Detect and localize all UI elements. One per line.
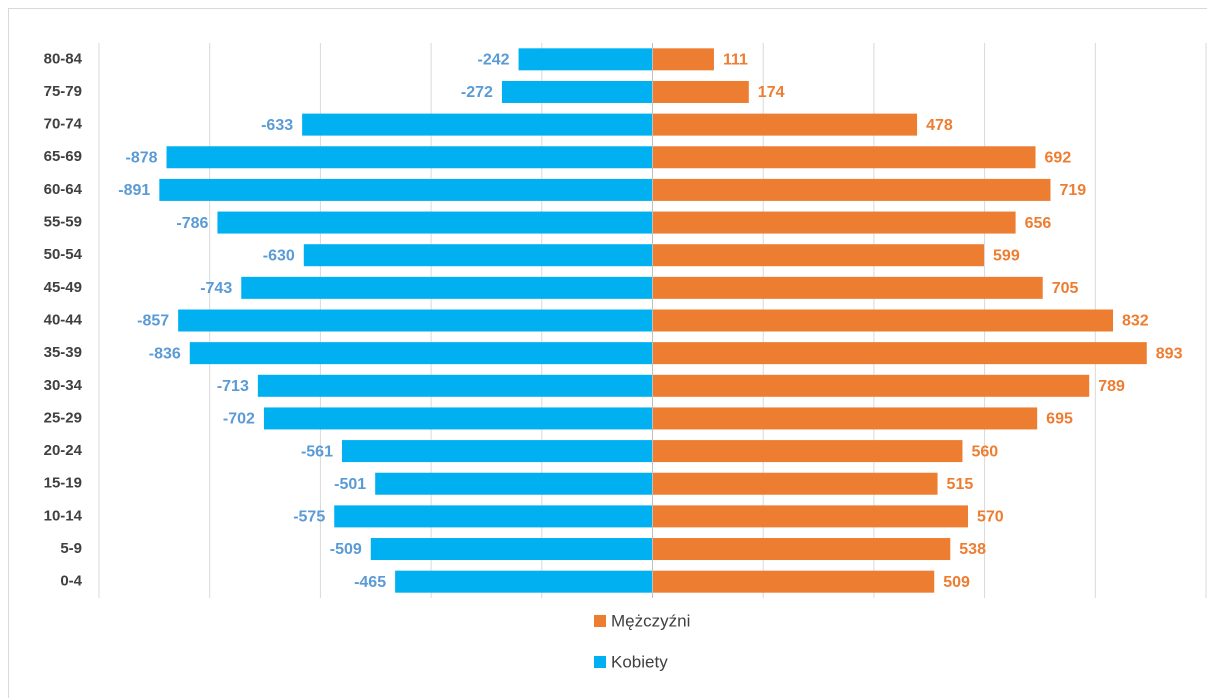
y-tick-label: 5-9 xyxy=(60,540,82,557)
data-label: -713 xyxy=(217,378,249,395)
data-label: 705 xyxy=(1052,280,1079,297)
bar xyxy=(257,374,653,397)
y-tick-label: 80-84 xyxy=(44,50,83,67)
bar xyxy=(334,505,653,528)
data-label: 719 xyxy=(1059,182,1086,199)
data-label: -878 xyxy=(125,149,157,166)
y-tick-label: 10-14 xyxy=(44,507,83,524)
bar xyxy=(178,309,653,332)
bar xyxy=(652,211,1016,234)
data-label: -561 xyxy=(301,443,333,460)
bar xyxy=(652,342,1147,365)
y-tick-label: 50-54 xyxy=(44,246,83,263)
legend-label: Kobiety xyxy=(611,652,668,671)
bar xyxy=(370,538,653,561)
bar xyxy=(166,146,653,169)
data-label: -509 xyxy=(330,541,362,558)
bar xyxy=(501,80,653,103)
y-tick-label: 75-79 xyxy=(44,83,82,100)
bar xyxy=(652,407,1038,430)
data-label: -836 xyxy=(149,345,181,362)
y-tick-label: 60-64 xyxy=(44,181,83,198)
bar xyxy=(652,244,985,267)
data-label: -702 xyxy=(223,411,255,428)
bar xyxy=(652,472,938,495)
y-tick-label: 45-49 xyxy=(44,279,82,296)
bar xyxy=(652,113,918,136)
bar xyxy=(217,211,653,234)
data-label: 695 xyxy=(1046,411,1073,428)
data-label: -501 xyxy=(334,476,366,493)
data-label: -743 xyxy=(200,280,232,297)
chart-border xyxy=(8,8,1207,698)
data-label: -786 xyxy=(176,215,208,232)
y-tick-label: 55-59 xyxy=(44,214,82,231)
data-label: 832 xyxy=(1122,313,1149,330)
bar xyxy=(652,505,968,528)
y-tick-label: 15-19 xyxy=(44,475,82,492)
data-label: -630 xyxy=(263,247,295,264)
data-label: -465 xyxy=(354,574,386,591)
data-label: 789 xyxy=(1098,378,1125,395)
data-label: 111 xyxy=(723,52,748,69)
bar xyxy=(652,570,935,593)
data-label: 174 xyxy=(758,84,785,101)
bar xyxy=(189,342,653,365)
bar xyxy=(302,113,653,136)
data-label: 515 xyxy=(947,476,974,493)
data-label: -633 xyxy=(261,117,293,134)
data-label: -272 xyxy=(461,84,493,101)
data-label: 692 xyxy=(1045,149,1072,166)
data-label: 509 xyxy=(943,574,970,591)
y-tick-label: 25-29 xyxy=(44,409,82,426)
y-tick-label: 20-24 xyxy=(44,442,83,459)
y-tick-label: 35-39 xyxy=(44,344,82,361)
bar xyxy=(652,374,1090,397)
bar xyxy=(241,276,653,299)
y-tick-label: 70-74 xyxy=(44,116,83,133)
bar xyxy=(652,146,1036,169)
bar xyxy=(652,440,963,463)
bar xyxy=(652,48,714,71)
data-label: -891 xyxy=(118,182,150,199)
y-tick-label: 0-4 xyxy=(60,573,82,590)
legend-swatch xyxy=(594,656,606,668)
y-tick-label: 40-44 xyxy=(44,311,83,328)
bar xyxy=(652,276,1043,299)
data-label: 656 xyxy=(1025,215,1052,232)
y-tick-label: 30-34 xyxy=(44,377,83,394)
data-label: 893 xyxy=(1156,345,1183,362)
data-label: -242 xyxy=(478,52,510,69)
bar xyxy=(652,80,749,103)
data-label: 538 xyxy=(959,541,986,558)
data-label: 478 xyxy=(926,117,953,134)
data-label: 599 xyxy=(993,247,1020,264)
bar xyxy=(652,538,951,561)
data-label: -857 xyxy=(137,313,169,330)
bar xyxy=(303,244,653,267)
bar xyxy=(652,178,1051,201)
bar xyxy=(341,440,653,463)
bar xyxy=(395,570,653,593)
bar xyxy=(375,472,653,495)
bar xyxy=(263,407,653,430)
y-tick-label: 65-69 xyxy=(44,148,82,165)
data-label: -575 xyxy=(293,509,325,526)
bar xyxy=(652,309,1114,332)
data-label: 560 xyxy=(971,443,998,460)
legend-label: Mężczyźni xyxy=(611,611,690,630)
bar xyxy=(518,48,653,71)
bar xyxy=(159,178,653,201)
legend-swatch xyxy=(594,615,606,627)
data-label: 570 xyxy=(977,509,1004,526)
